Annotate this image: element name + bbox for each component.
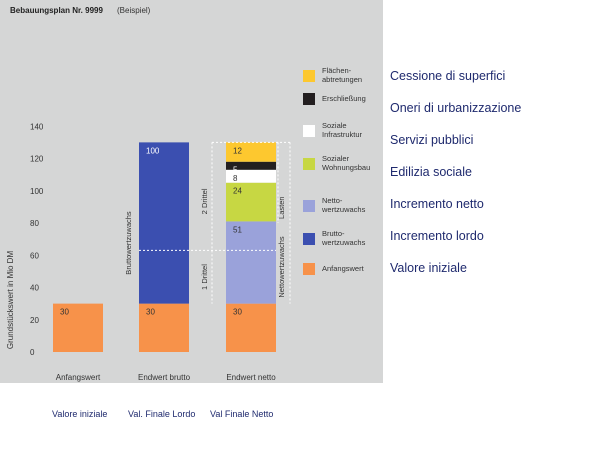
- annotation-nettowertzuwachs: Nettowertzuwachs: [277, 236, 286, 298]
- y-tick-label: 20: [30, 316, 39, 325]
- legend-label: Soziale: [322, 121, 347, 130]
- italian-legend-item-incremento-lordo: Incremento lordo: [390, 229, 484, 243]
- legend-label: Wohnungsbau: [322, 163, 370, 172]
- legend-label: Erschließung: [322, 94, 366, 103]
- bottom-label-val-finale-lordo: Val. Finale Lordo: [128, 409, 196, 419]
- legend-swatch: [303, 200, 315, 212]
- y-tick-label: 120: [30, 155, 44, 164]
- annotation-2-drittel: 2 Drittel: [200, 188, 209, 214]
- legend-label: Anfangswert: [322, 264, 365, 273]
- y-tick-label: 40: [30, 284, 39, 293]
- italian-legend-item-valore-iniziale: Valore iniziale: [390, 261, 467, 275]
- annotation-guides: [139, 141, 291, 304]
- bottom-label-valore-iniziale: Valore iniziale: [52, 409, 108, 419]
- y-tick-label: 0: [30, 348, 35, 357]
- legend-swatch: [303, 233, 315, 245]
- bar-segment: [226, 169, 276, 183]
- bar-segment: [53, 303, 103, 352]
- italian-legend-item-edilizia: Edilizia sociale: [390, 165, 472, 179]
- legend-swatch: [303, 158, 315, 170]
- stacked-bar-chart: Bebauungsplan Nr. 9999 (Beispiel) Grunds…: [6, 6, 370, 382]
- legend-swatch: [303, 125, 315, 137]
- y-axis-label: Grundstückswert in Mio DM: [6, 251, 15, 350]
- bar-segment: [139, 303, 189, 352]
- chart-title: Bebauungsplan Nr. 9999: [10, 6, 103, 15]
- italian-legend-item-oneri: Oneri di urbanizzazione: [390, 101, 522, 115]
- x-tick-label: Anfangswert: [56, 373, 101, 382]
- y-tick-label: 80: [30, 219, 39, 228]
- x-tick-label: Endwert netto: [226, 373, 276, 382]
- annotation-bruttowertzuwachs: Bruttowertzuwachs: [124, 211, 133, 275]
- legend-label: Netto-: [322, 196, 343, 205]
- bar-segment: [226, 161, 276, 170]
- legend-label: Infrastruktur: [322, 130, 363, 139]
- bar-value-label: 24: [233, 187, 242, 196]
- bar-value-label: 100: [146, 146, 160, 155]
- x-axis-tick-labels: Anfangswert Endwert brutto Endwert netto: [56, 373, 276, 382]
- y-tick-label: 140: [30, 122, 44, 131]
- bar-segment: [226, 303, 276, 352]
- legend-swatch: [303, 70, 315, 82]
- annotation-1-drittel: 1 Drittel: [200, 264, 209, 290]
- bar-value-labels: 30 30 100 30 51 24 85 12: [60, 146, 242, 316]
- y-tick-label: 100: [30, 187, 44, 196]
- bar-segment: [226, 182, 276, 222]
- italian-legend-item-incremento-netto: Incremento netto: [390, 197, 484, 211]
- legend-swatch: [303, 263, 315, 275]
- y-axis-ticks: 0 20 40 60 80 100 120 140: [30, 122, 44, 357]
- annotation-lasten: Lasten: [277, 196, 286, 219]
- legend-label: Sozialer: [322, 154, 350, 163]
- bar-segment: [226, 142, 276, 162]
- bar-value-label: 30: [233, 308, 242, 317]
- y-tick-label: 60: [30, 251, 39, 260]
- legend-label: wertzuwachs: [321, 205, 366, 214]
- legend-swatch: [303, 93, 315, 105]
- bar-value-label: 12: [233, 146, 242, 155]
- bar-value-label: 30: [146, 308, 155, 317]
- bars: [53, 142, 276, 352]
- legend-label: wertzuwachs: [321, 238, 366, 247]
- chart-subtitle: (Beispiel): [117, 6, 151, 15]
- bar-value-label: 8: [233, 174, 238, 183]
- bar-value-label: 5: [233, 166, 238, 175]
- italian-legend-item-servizi: Servizi pubblici: [390, 133, 474, 147]
- legend-label: abtretungen: [322, 75, 362, 84]
- bar-segment: [139, 142, 189, 304]
- x-tick-label: Endwert brutto: [138, 373, 191, 382]
- legend: Flächen-abtretungen Erschließung SozialeIn…: [303, 66, 370, 275]
- italian-legend-item-cessione: Cessione di superfici: [390, 69, 506, 83]
- bottom-label-val-finale-netto: Val Finale Netto: [210, 409, 274, 419]
- bar-value-label: 30: [60, 308, 69, 317]
- bar-segment: [226, 221, 276, 304]
- bar-value-label: 51: [233, 225, 242, 234]
- legend-label: Brutto-: [322, 229, 345, 238]
- legend-label: Flächen-: [322, 66, 352, 75]
